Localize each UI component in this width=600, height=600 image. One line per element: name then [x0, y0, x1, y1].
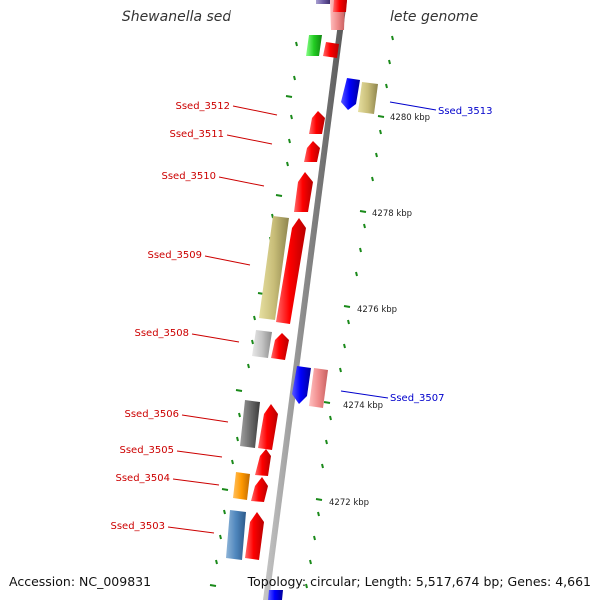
gene-3508: [271, 333, 289, 360]
gene-3508-gray: [252, 330, 272, 358]
gene-3505: [255, 449, 271, 476]
scale-label: 4280 kbp: [390, 113, 430, 123]
gene-3510: [294, 172, 313, 212]
gene-label: Ssed_3510: [161, 171, 216, 182]
gene-3509: [276, 218, 306, 324]
gene-label: Ssed_3505: [119, 445, 174, 456]
gene-3504-orange: [233, 472, 250, 500]
gene-3503: [245, 512, 264, 560]
gene-3511: [304, 141, 320, 162]
outer-scale-ticks: [305, 35, 394, 589]
scale-label: 4272 kbp: [329, 498, 369, 508]
gene-label: Ssed_3503: [110, 521, 165, 532]
gene-label: Ssed_3509: [147, 250, 202, 261]
accession-text: Accession: NC_009831: [9, 574, 152, 589]
gene-bottom-blue: [268, 590, 283, 600]
scale-label: 4278 kbp: [372, 209, 412, 219]
gene-3506: [258, 404, 278, 450]
gene-3512: [309, 111, 325, 134]
gene-top-red: [333, 0, 347, 12]
gene-green: [306, 35, 322, 56]
gene-blue-3507: [292, 366, 311, 404]
gene-blue-3513: [341, 78, 360, 110]
gene-label: Ssed_3507: [390, 393, 445, 404]
gene-label: Ssed_3513: [438, 106, 493, 117]
label-leaders: [167, 101, 437, 534]
gene-label: Ssed_3508: [134, 328, 189, 339]
gene-label: Ssed_3511: [169, 129, 224, 140]
gene-label: Ssed_3506: [124, 409, 179, 420]
gene-features: [226, 0, 378, 600]
gene-3506-dark: [240, 400, 260, 448]
gene-pink-3507: [309, 368, 328, 408]
gene-3504: [251, 477, 268, 502]
gene-label: Ssed_3512: [175, 101, 230, 112]
gene-top-purple: [316, 0, 330, 4]
scale-label: 4276 kbp: [357, 305, 397, 315]
scale-label: 4274 kbp: [343, 401, 383, 411]
gene-3509-khaki: [259, 216, 289, 320]
genome-backbone: [263, 0, 347, 600]
gene-3503-steel: [226, 510, 246, 560]
gene-red-small-top: [323, 42, 339, 58]
genome-summary-text: Topology: circular; Length: 5,517,674 bp…: [247, 574, 591, 589]
gene-label: Ssed_3504: [115, 473, 170, 484]
gene-khaki-3513: [358, 82, 378, 114]
